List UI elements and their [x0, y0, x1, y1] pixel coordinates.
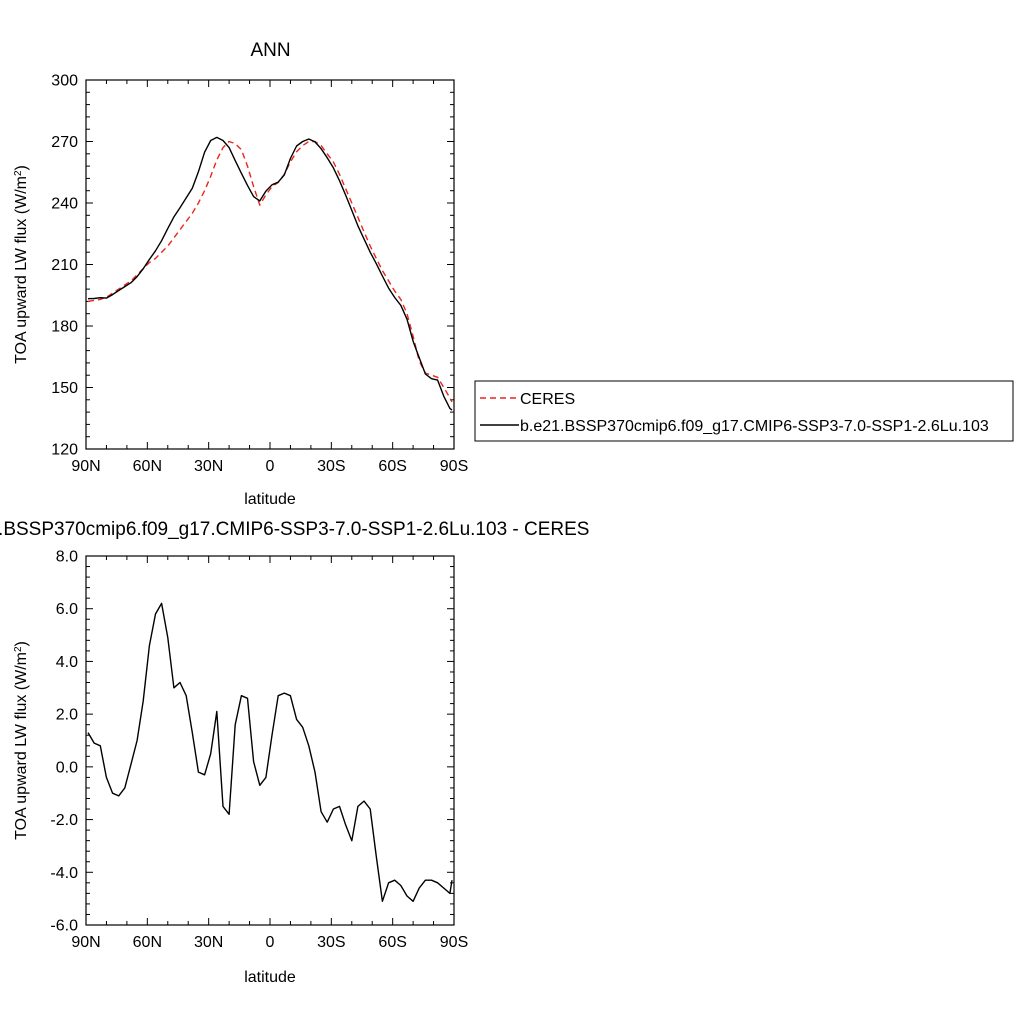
bottom-ticks — [85, 555, 455, 926]
top-y-axis-label-sup: 2 — [13, 170, 24, 176]
legend-label-ceres: CERES — [520, 391, 575, 408]
top-x-tick-label: 30N — [194, 458, 223, 475]
top-y-axis-label: TOA upward LW flux (W/m2) — [13, 165, 31, 364]
bottom-x-tick-label: 90N — [71, 934, 100, 951]
bottom-y-tick-label: -6.0 — [50, 918, 78, 935]
top-y-tick-label: 180 — [51, 319, 78, 336]
bottom-y-axis-label: TOA upward LW flux (W/m2) — [13, 641, 31, 840]
top-series-line-model — [87, 136, 453, 411]
bottom-panel: b.e21.BSSP370cmip6.f09_g17.CMIP6-SSP3-7.… — [0, 519, 589, 986]
top-y-axis-label-end: ) — [13, 165, 30, 170]
bottom-y-tick-label: 0.0 — [56, 759, 78, 776]
top-y-tick-label: 300 — [51, 73, 78, 90]
top-y-tick-label: 210 — [51, 257, 78, 274]
top-x-tick-label: 90N — [71, 458, 100, 475]
bottom-tick-labels: 90N 60N 30N 0 30S 60S 90S -6.0 -4.0 -2.0 0.0 2.0 4.0… — [50, 549, 468, 952]
top-y-axis-label-text: TOA upward LW flux (W/m — [13, 176, 30, 364]
bottom-plot-title: b.e21.BSSP370cmip6.f09_g17.CMIP6-SSP3-7.… — [0, 519, 589, 540]
legend-box — [474, 380, 1014, 442]
bottom-y-tick-label: -4.0 — [50, 865, 78, 882]
top-y-tick-label: 120 — [51, 442, 78, 459]
bottom-y-tick-label: 8.0 — [56, 549, 78, 566]
bottom-series-line-model — [87, 602, 453, 902]
top-x-tick-label: 60S — [378, 458, 406, 475]
top-plot-title: ANN — [250, 40, 290, 61]
bottom-y-tick-label: -2.0 — [50, 812, 78, 829]
bottom-x-tick-label: 30S — [317, 934, 345, 951]
legend-label-model: b.e21.BSSP370cmip6.f09_g17.CMIP6-SSP3-7.… — [520, 418, 989, 435]
bottom-y-tick-label: 6.0 — [56, 601, 78, 618]
top-x-tick-label: 60N — [133, 458, 162, 475]
top-x-tick-label: 30S — [317, 458, 345, 475]
bottom-y-axis-label-end: ) — [13, 641, 30, 646]
bottom-y-axis-label-text: TOA upward LW flux (W/m — [13, 652, 30, 840]
bottom-y-axis-label-sup: 2 — [13, 646, 24, 652]
bottom-y-tick-label: 2.0 — [56, 707, 78, 724]
top-x-tick-label: 0 — [266, 458, 275, 475]
top-y-tick-label: 270 — [51, 134, 78, 151]
bottom-x-tick-label: 30N — [194, 934, 223, 951]
top-series-line-ceres — [87, 140, 453, 403]
bottom-y-tick-label: 4.0 — [56, 654, 78, 671]
bottom-x-tick-label: 0 — [266, 934, 275, 951]
top-tick-labels: 90N 60N 30N 0 30S 60S 90S 120 150 180 210 240 270 300 — [51, 73, 468, 476]
bottom-x-axis-label: latitude — [244, 969, 296, 986]
top-x-tick-label: 90S — [440, 458, 468, 475]
top-ticks — [85, 79, 455, 450]
bottom-x-tick-label: 60N — [133, 934, 162, 951]
bottom-x-tick-label: 60S — [378, 934, 406, 951]
top-panel: ANN 90N 60N 30N 0 30S 60S 90S 120 150 180 210 240 27… — [13, 40, 469, 508]
bottom-series — [87, 602, 453, 902]
top-x-axis-label: latitude — [244, 491, 296, 508]
top-series — [87, 136, 453, 411]
legend: CERES b.e21.BSSP370cmip6.f09_g17.CMIP6-S… — [474, 380, 1014, 442]
bottom-x-tick-label: 90S — [440, 934, 468, 951]
top-y-tick-label: 240 — [51, 196, 78, 213]
top-y-tick-label: 150 — [51, 380, 78, 397]
